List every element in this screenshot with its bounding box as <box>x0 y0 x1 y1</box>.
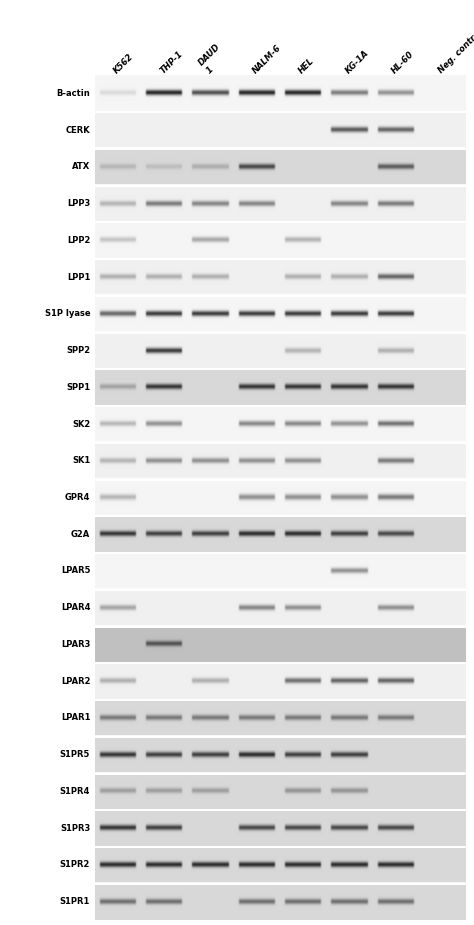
Text: Neg. control: Neg. control <box>437 28 474 75</box>
Text: SPP1: SPP1 <box>66 383 90 392</box>
Text: LPP3: LPP3 <box>67 199 90 208</box>
Text: S1P lyase: S1P lyase <box>45 309 90 318</box>
Text: LPAR1: LPAR1 <box>61 713 90 722</box>
Text: THP-1: THP-1 <box>158 49 184 75</box>
Text: HL-60: HL-60 <box>390 49 416 75</box>
Text: S1PR2: S1PR2 <box>60 860 90 869</box>
Text: S1PR1: S1PR1 <box>60 897 90 906</box>
Text: CERK: CERK <box>65 126 90 135</box>
Text: S1PR5: S1PR5 <box>60 750 90 759</box>
Text: SK1: SK1 <box>72 456 90 465</box>
Text: S1PR3: S1PR3 <box>60 823 90 832</box>
Text: KG-1A: KG-1A <box>344 48 371 75</box>
Text: SPP2: SPP2 <box>66 346 90 355</box>
Text: DAUD
1: DAUD 1 <box>197 43 230 75</box>
Text: S1PR4: S1PR4 <box>60 787 90 796</box>
Text: LPAR5: LPAR5 <box>61 566 90 575</box>
Text: LPAR2: LPAR2 <box>61 677 90 685</box>
Text: K562: K562 <box>112 52 135 75</box>
Text: GPR4: GPR4 <box>65 493 90 502</box>
Text: NALM-6: NALM-6 <box>251 43 283 75</box>
Text: LPAR4: LPAR4 <box>61 603 90 612</box>
Text: SK2: SK2 <box>72 420 90 428</box>
Text: B-actin: B-actin <box>56 89 90 98</box>
Text: HEL: HEL <box>297 56 317 75</box>
Text: LPP1: LPP1 <box>67 273 90 281</box>
Text: G2A: G2A <box>71 530 90 538</box>
Text: LPP2: LPP2 <box>67 236 90 245</box>
Text: LPAR3: LPAR3 <box>61 640 90 649</box>
Text: ATX: ATX <box>72 163 90 171</box>
